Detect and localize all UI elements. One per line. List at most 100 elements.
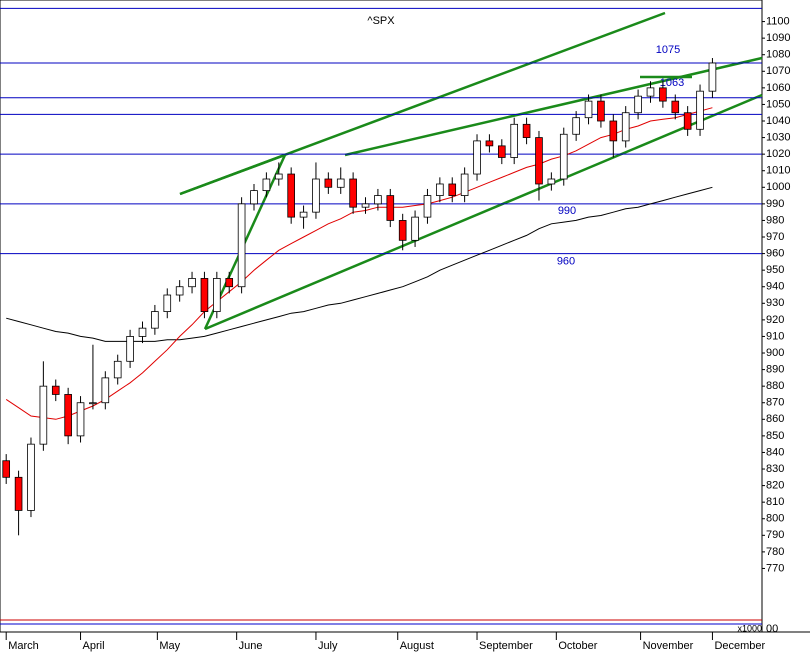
moving-average: [6, 186, 713, 342]
volume-tick: 00: [766, 623, 778, 635]
candle-body: [51, 385, 60, 395]
level-label: 960: [557, 255, 575, 267]
candle-body: [2, 460, 11, 478]
candle-body: [324, 178, 333, 188]
candle-body: [436, 183, 444, 196]
candle-body: [336, 178, 345, 188]
candle-body: [27, 443, 35, 511]
x-tick-label: December: [714, 640, 765, 652]
candle-body: [398, 220, 407, 241]
candle-body: [584, 100, 593, 119]
candle-body: [163, 294, 172, 312]
candle-body: [138, 327, 147, 337]
candle-body: [634, 95, 642, 114]
candle-body: [287, 173, 295, 218]
candle-body: [473, 140, 481, 175]
candle-body: [708, 62, 717, 92]
candle-body: [485, 140, 494, 147]
moving-average: [5, 107, 713, 420]
y-tick-label: 950: [766, 264, 784, 276]
y-tick-label: 860: [766, 413, 784, 425]
y-tick-label: 1050: [766, 98, 790, 110]
candle-body: [262, 178, 271, 192]
trendlines: [179, 11, 763, 331]
candle-body: [101, 377, 110, 404]
y-tick-label: 900: [766, 347, 784, 359]
x-tick-label: May: [159, 640, 180, 652]
candle-body: [448, 183, 457, 196]
x-tick-label: March: [8, 640, 39, 652]
y-tick-label: 1100: [766, 15, 790, 27]
candle-body: [597, 100, 605, 122]
candle-body: [386, 195, 395, 221]
candle-body: [274, 173, 283, 180]
y-tick-label: 910: [766, 330, 784, 342]
volume-strip: [0, 619, 810, 633]
candle-body: [89, 402, 97, 405]
y-tick-label: 940: [766, 281, 784, 293]
candle-body: [559, 133, 568, 180]
candle-body: [250, 190, 258, 205]
y-tick-label: 830: [766, 463, 784, 475]
y-tick-label: 850: [766, 430, 784, 442]
candle-body: [423, 195, 432, 218]
volume-label: x1000: [737, 623, 762, 633]
candle-body: [609, 120, 618, 142]
annotation: 1063: [660, 77, 684, 89]
y-tick-label: 1090: [766, 32, 790, 44]
candle-body: [659, 87, 667, 102]
y-tick-label: 1020: [766, 148, 790, 160]
candle-body: [188, 278, 196, 288]
candle-body: [39, 385, 48, 445]
candle-body: [621, 112, 630, 142]
candle-body: [213, 278, 221, 312]
x-tick-label: June: [239, 640, 263, 652]
candle-body: [547, 178, 556, 185]
candle-body: [535, 137, 543, 185]
candle-body: [76, 402, 85, 437]
level-label: 1075: [656, 44, 680, 56]
y-tick-label: 810: [766, 496, 784, 508]
y-tick-label: 980: [766, 214, 784, 226]
candle-body: [522, 123, 531, 138]
candle-body: [299, 211, 308, 218]
candle-body: [374, 195, 382, 205]
y-tick-label: 930: [766, 297, 784, 309]
x-tick-label: November: [643, 640, 694, 652]
candle-body: [14, 476, 23, 511]
y-tick-label: 1010: [766, 165, 790, 177]
level-label: 990: [558, 205, 576, 217]
y-tick-label: 770: [766, 562, 784, 574]
candle-body: [151, 311, 159, 329]
y-tick-label: 1080: [766, 49, 790, 61]
x-tick-label: September: [479, 640, 533, 652]
y-tick-label: 970: [766, 231, 784, 243]
candle-body: [349, 178, 357, 208]
y-tick-label: 880: [766, 380, 784, 392]
x-tick-label: August: [400, 640, 434, 652]
candle-body: [671, 100, 680, 114]
candle-body: [696, 90, 704, 130]
candle-body: [361, 203, 370, 208]
candle-body: [312, 178, 320, 213]
y-tick-label: 1030: [766, 131, 790, 143]
candle-body: [113, 360, 122, 379]
y-tick-label: 1060: [766, 82, 790, 94]
y-tick-label: 1040: [766, 115, 790, 127]
candle-body: [683, 112, 692, 130]
y-tick-label: 990: [766, 198, 784, 210]
y-tick-label: 840: [766, 446, 784, 458]
y-tick-label: 790: [766, 529, 784, 541]
candle-body: [200, 278, 209, 312]
y-tick-label: 890: [766, 363, 784, 375]
y-tick-label: 960: [766, 247, 784, 259]
chart-title: ^SPX: [367, 15, 395, 27]
x-tick-label: July: [318, 640, 338, 652]
candle-body: [411, 216, 419, 241]
candle-body: [497, 145, 506, 158]
x-tick-label: October: [558, 640, 597, 652]
candle-body: [175, 286, 184, 296]
y-tick-label: 1070: [766, 65, 790, 77]
candle-body: [237, 203, 246, 288]
